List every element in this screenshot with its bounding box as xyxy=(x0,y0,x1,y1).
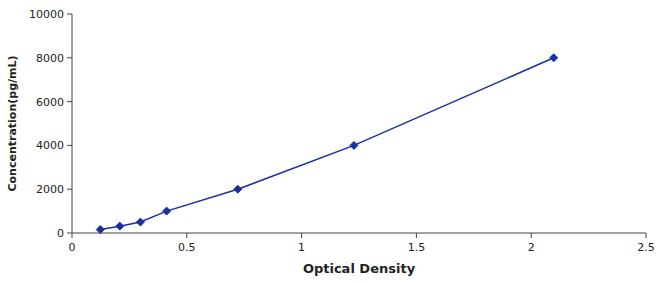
data-point xyxy=(96,226,104,234)
x-tick xyxy=(416,233,417,238)
data-point xyxy=(350,141,358,149)
x-tick-label: 1 xyxy=(298,241,305,254)
y-tick xyxy=(67,101,72,102)
y-axis-label: Concentration(pg/mL) xyxy=(6,55,19,191)
x-tick xyxy=(186,233,187,238)
x-tick-label: 2 xyxy=(528,241,535,254)
data-point xyxy=(116,222,124,230)
x-tick-label: 1.5 xyxy=(408,241,426,254)
data-point xyxy=(234,185,242,193)
x-tick xyxy=(646,233,647,238)
x-tick-label: 0 xyxy=(69,241,76,254)
data-point xyxy=(136,218,144,226)
data-point xyxy=(550,54,558,62)
y-tick-label: 0 xyxy=(57,227,64,240)
y-tick-label: 8000 xyxy=(36,52,64,65)
y-tick xyxy=(67,14,72,15)
data-point xyxy=(163,207,171,215)
y-tick-label: 2000 xyxy=(36,183,64,196)
x-axis-label: Optical Density xyxy=(303,261,416,276)
chart-svg: 0 0.5 1 1.5 2 2.5 0 2000 4000 6000 8000 10000 Optica… xyxy=(0,0,668,283)
x-tick xyxy=(531,233,532,238)
x-tick xyxy=(72,233,73,238)
axes: 0 0.5 1 1.5 2 2.5 0 2000 4000 6000 8000 10000 xyxy=(29,8,655,254)
chart-container: 0 0.5 1 1.5 2 2.5 0 2000 4000 6000 8000 10000 Optica… xyxy=(0,0,668,283)
x-tick-label: 0.5 xyxy=(178,241,196,254)
y-tick xyxy=(67,145,72,146)
data-layer xyxy=(96,54,557,234)
y-tick xyxy=(67,57,72,58)
y-axis-line xyxy=(72,14,73,233)
x-tick xyxy=(301,233,302,238)
y-tick xyxy=(67,233,72,234)
y-tick-label: 4000 xyxy=(36,139,64,152)
x-axis-line xyxy=(72,233,646,234)
y-tick-label: 6000 xyxy=(36,96,64,109)
data-line xyxy=(100,58,553,230)
x-tick-label: 2.5 xyxy=(637,241,655,254)
y-tick xyxy=(67,189,72,190)
y-tick-label: 10000 xyxy=(29,8,64,21)
